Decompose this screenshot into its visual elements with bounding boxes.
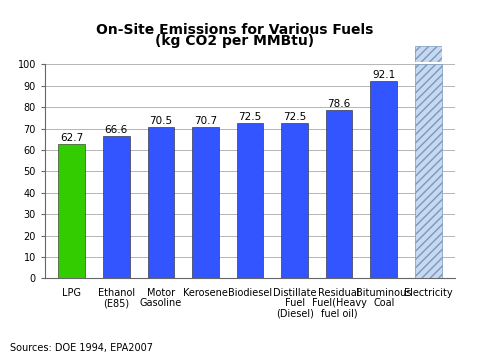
Bar [370,81,397,278]
Bar [148,127,174,278]
Bar [192,127,219,278]
Text: (kg CO2 per MMBtu): (kg CO2 per MMBtu) [156,34,314,48]
Text: 66.6: 66.6 [104,125,128,135]
Bar [326,110,352,278]
Bar [236,123,264,278]
Text: 70.7: 70.7 [194,116,217,126]
Bar [281,123,308,278]
Text: 70.5: 70.5 [150,116,172,126]
Text: 186.8: 186.8 [414,51,443,61]
Text: 78.6: 78.6 [328,99,351,109]
Text: 92.1: 92.1 [372,70,396,80]
Text: Sources: DOE 1994, EPA2007: Sources: DOE 1994, EPA2007 [10,343,153,353]
Bar [103,136,130,278]
Text: 72.5: 72.5 [238,112,262,122]
Text: 72.5: 72.5 [283,112,306,122]
Bar [415,64,442,278]
Text: On-Site Emissions for Various Fuels: On-Site Emissions for Various Fuels [96,23,374,37]
Bar [58,144,85,278]
Text: 62.7: 62.7 [60,133,84,143]
